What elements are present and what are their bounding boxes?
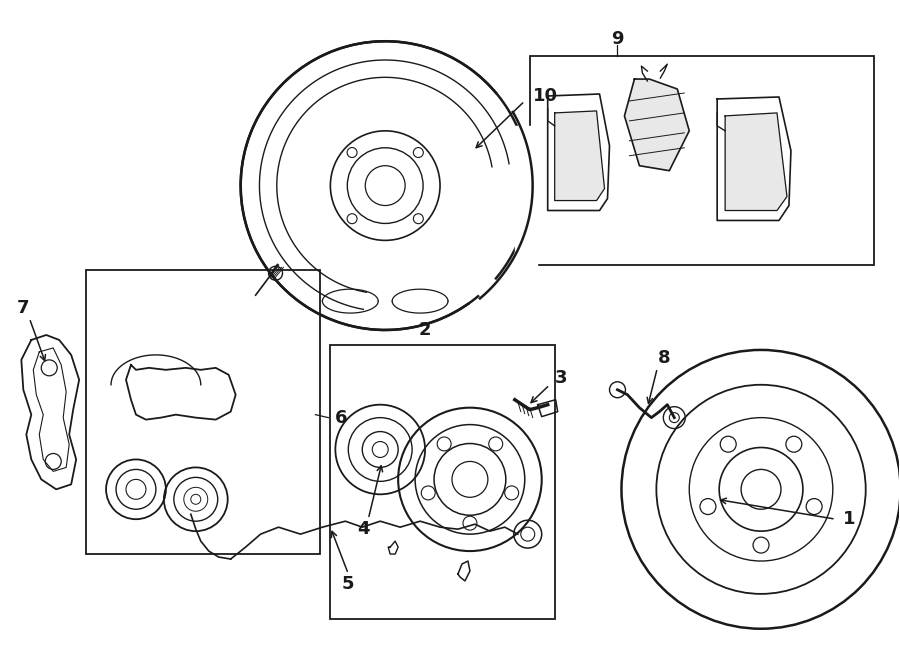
Text: 7: 7 bbox=[17, 299, 30, 317]
Bar bbox=[530, 56, 874, 265]
Polygon shape bbox=[625, 79, 689, 171]
Text: 6: 6 bbox=[336, 408, 348, 426]
Text: 9: 9 bbox=[611, 30, 624, 48]
Text: 2: 2 bbox=[418, 321, 431, 339]
Text: 3: 3 bbox=[554, 369, 567, 387]
Text: 4: 4 bbox=[357, 520, 370, 538]
Bar bbox=[330, 345, 554, 619]
Text: 8: 8 bbox=[658, 349, 670, 367]
Bar bbox=[86, 270, 320, 554]
Text: 1: 1 bbox=[842, 510, 855, 528]
Text: 5: 5 bbox=[342, 575, 355, 593]
Polygon shape bbox=[725, 113, 787, 210]
Text: 10: 10 bbox=[533, 87, 558, 105]
Polygon shape bbox=[554, 111, 605, 200]
